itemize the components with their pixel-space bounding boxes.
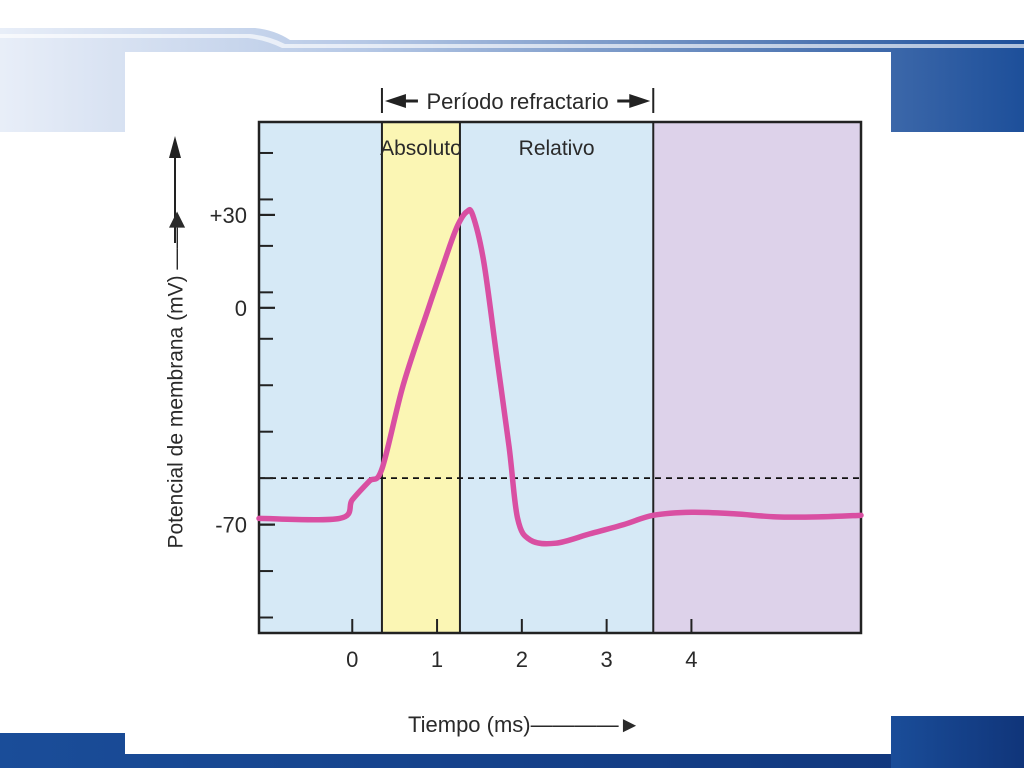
x-axis-label-text: Tiempo (ms) — [408, 712, 531, 737]
y-tick-label: 0 — [235, 296, 247, 321]
plot-region-resting — [259, 122, 382, 633]
x-tick-label: 4 — [685, 647, 697, 672]
y-tick-label: -70 — [215, 513, 247, 538]
y-axis-label-text: Potencial de membrana (mV) — [164, 275, 188, 549]
plot-region-after — [653, 122, 861, 633]
plot-frame — [257, 120, 863, 635]
header-highlight — [0, 34, 1024, 48]
period-region-1 — [459, 122, 654, 633]
footer-band-right — [891, 716, 1024, 768]
x-tick-label: 2 — [516, 647, 528, 672]
period-header-label: Período refractario — [427, 89, 609, 114]
x-tick-label: 1 — [431, 647, 443, 672]
y-tick-label: +30 — [210, 203, 247, 228]
x-axis-label: Tiempo (ms)————► — [408, 712, 641, 737]
period-label: Absoluto — [380, 137, 462, 160]
x-tick-label: 0 — [346, 647, 358, 672]
x-tick-label: 3 — [601, 647, 613, 672]
y-axis-label: Potencial de membrana (mV) ——▶ — [164, 211, 188, 549]
period-label: Relativo — [519, 137, 595, 160]
y-axis-arrowhead — [169, 136, 181, 158]
header-arrowhead-left — [384, 94, 406, 108]
period-region-0 — [381, 122, 460, 633]
header-arrowhead-right — [629, 94, 651, 108]
